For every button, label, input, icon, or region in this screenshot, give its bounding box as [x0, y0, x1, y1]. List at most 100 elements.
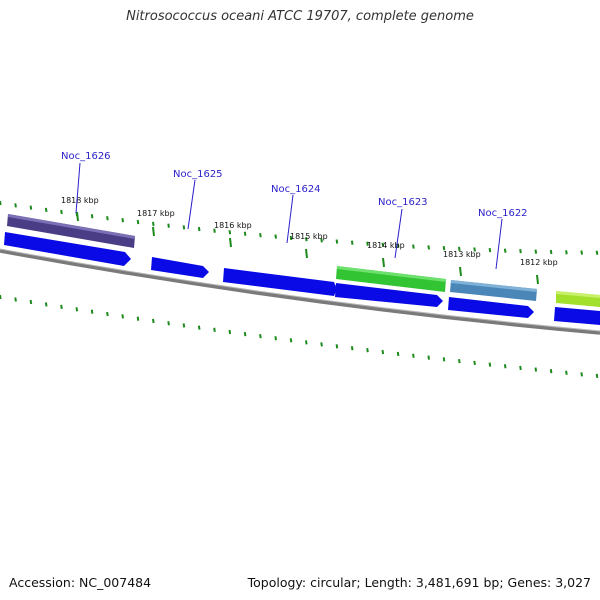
inner-minor-tick: [534, 367, 538, 372]
feature-track: [7, 214, 600, 307]
leader-line-noc1625: [187, 179, 196, 230]
leader-line-noc1623: [394, 208, 403, 259]
inner-minor-tick: [243, 331, 247, 337]
inner-minor-tick: [136, 316, 140, 321]
outer-minor-tick: [519, 249, 522, 254]
feature-bar-noc1622[interactable]: [450, 280, 537, 301]
inner-minor-tick: [90, 309, 94, 314]
inner-minor-tick: [396, 351, 400, 357]
inner-minor-tick: [381, 349, 385, 355]
inner-minor-tick: [549, 369, 553, 374]
inner-minor-tick: [60, 304, 63, 310]
inner-minor-tick: [519, 365, 522, 371]
outer-minor-tick: [243, 231, 247, 236]
inner-minor-tick: [320, 342, 323, 347]
cds-arrow-noc1625[interactable]: [151, 257, 209, 278]
gene-label-noc1625[interactable]: Noc_1625: [173, 169, 223, 180]
outer-minor-tick: [580, 250, 583, 255]
inner-minor-tick: [44, 302, 48, 307]
outer-minor-tick: [488, 247, 492, 253]
outer-minor-tick: [167, 223, 170, 228]
inner-minor-tick: [458, 358, 461, 364]
kbp-label-1812: 1812 kbp: [520, 258, 558, 267]
leader-line-noc1622: [495, 218, 503, 270]
feature-bar-noc1622-highlight: [451, 280, 537, 292]
outer-minor-tick: [595, 250, 599, 255]
outer-minor-tick: [305, 237, 308, 242]
outer-minor-tick: [152, 221, 155, 227]
cds-arrow-next[interactable]: [554, 307, 600, 325]
gene-label-noc1623[interactable]: Noc_1623: [378, 197, 428, 208]
feature-bar-noc1623-highlight: [337, 266, 446, 282]
gene-label-noc1624[interactable]: Noc_1624: [271, 184, 321, 195]
outer-minor-tick: [121, 218, 124, 223]
inner-minor-tick: [503, 364, 507, 369]
feature-bar-next-highlight: [556, 291, 600, 298]
outer-minor-tick: [458, 246, 461, 252]
cds-arrow-noc1623[interactable]: [335, 283, 443, 307]
ruler-marks: 1818 kbp 1817 kbp 1816 kbp 1815 kbp 1814…: [61, 196, 558, 285]
inner-minor-tick: [0, 294, 2, 300]
outer-minor-tick: [412, 244, 415, 249]
inner-minor-tick: [29, 299, 33, 305]
cds-arrow-noc1622[interactable]: [448, 297, 534, 318]
outer-minor-tick: [565, 250, 568, 255]
outer-minor-tick: [90, 214, 94, 219]
genome-backbone-shadow: [0, 248, 600, 332]
inner-minor-tick: [442, 357, 446, 362]
cds-arrow-noc1626[interactable]: [4, 232, 131, 266]
inner-minor-tick: [75, 307, 79, 312]
kbp-label-1814: 1814 kbp: [367, 241, 405, 250]
outer-minor-tick: [106, 216, 109, 221]
inner-minor-tick: [289, 338, 293, 343]
outer-minor-tick: [473, 247, 476, 252]
inner-tick-ring: [0, 294, 599, 379]
outer-minor-tick: [442, 246, 446, 251]
gene-label-noc1622[interactable]: Noc_1622: [478, 208, 528, 219]
ruler-major-tick: [152, 226, 155, 237]
inner-minor-tick: [228, 329, 232, 335]
outer-minor-tick: [228, 230, 232, 235]
inner-minor-tick: [167, 321, 170, 326]
kbp-label-1818: 1818 kbp: [61, 196, 99, 205]
gene-labels: Noc_1626 Noc_1625 Noc_1624 Noc_1623 Noc_…: [61, 151, 528, 219]
inner-minor-tick: [473, 360, 476, 366]
feature-bar-noc1626-highlight: [8, 214, 135, 239]
kbp-label-1813: 1813 kbp: [443, 250, 481, 259]
outer-minor-tick: [289, 235, 293, 241]
outer-minor-tick: [335, 239, 339, 244]
inner-minor-tick: [335, 344, 339, 349]
feature-bar-noc1626[interactable]: [7, 214, 135, 248]
genome-stats-text: Topology: circular; Length: 3,481,691 bp…: [247, 575, 591, 590]
inner-minor-tick: [565, 370, 568, 375]
inner-minor-tick: [580, 372, 583, 377]
cds-arrow-noc1624[interactable]: [223, 268, 337, 296]
inner-minor-tick: [259, 334, 262, 339]
inner-minor-tick: [412, 353, 415, 358]
outer-minor-tick: [350, 240, 354, 245]
outer-minor-tick: [274, 234, 277, 239]
inner-minor-tick: [305, 340, 308, 345]
ruler-major-tick: [305, 248, 308, 259]
gene-label-noc1626[interactable]: Noc_1626: [61, 151, 111, 162]
outer-minor-tick: [381, 242, 385, 247]
inner-minor-tick: [152, 318, 155, 324]
outer-minor-tick: [213, 228, 216, 233]
outer-minor-tick: [60, 209, 63, 215]
outer-minor-tick: [366, 241, 369, 246]
leader-line-noc1624: [286, 194, 294, 244]
feature-bar-noc1623[interactable]: [336, 266, 446, 292]
outer-minor-tick: [549, 249, 553, 255]
inner-minor-tick: [427, 355, 430, 360]
inner-minor-tick: [197, 325, 201, 330]
outer-tick-ring: [0, 200, 599, 255]
outer-minor-tick: [320, 238, 323, 243]
outer-minor-tick: [14, 203, 17, 208]
outer-minor-tick: [136, 219, 140, 225]
accession-text: Accession: NC_007484: [9, 575, 152, 590]
genome-backbone: [0, 249, 600, 335]
inner-minor-tick: [14, 297, 17, 302]
ruler-major-tick: [382, 257, 385, 268]
